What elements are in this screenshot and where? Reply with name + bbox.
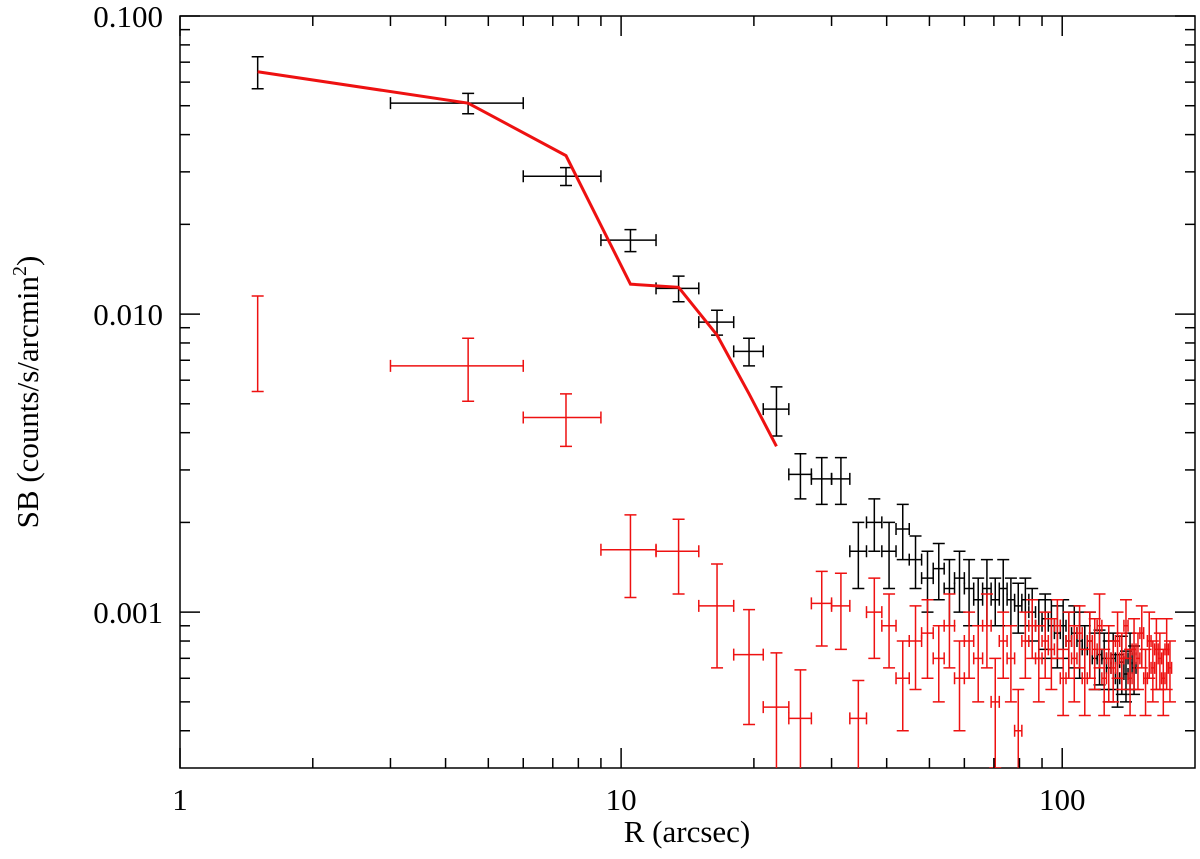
y-error-bar <box>794 452 807 500</box>
y-error-bar <box>1088 618 1101 691</box>
y-error-bar <box>770 386 783 437</box>
y-error-bar <box>1062 611 1075 680</box>
y-error-bar <box>883 593 896 669</box>
y-error-bar <box>1073 605 1086 669</box>
y-error-bar <box>921 599 934 680</box>
y-error-bar <box>943 593 956 669</box>
y-error-bar <box>462 337 475 402</box>
y-error-bar <box>1032 625 1045 703</box>
y-error-bar <box>672 518 685 595</box>
y-error-bar <box>980 593 993 669</box>
series <box>251 55 1141 708</box>
y-error-bar <box>1163 640 1176 703</box>
y-error-bar <box>1012 688 1025 768</box>
x-error-bar <box>522 170 602 183</box>
x-error-bar <box>600 234 657 247</box>
y-error-bar <box>896 503 909 561</box>
y-error-bar <box>770 652 783 768</box>
y-error-bar <box>794 669 807 768</box>
y-error-bar <box>1004 625 1017 703</box>
y-error-bar <box>834 572 847 651</box>
y-error-bar <box>852 521 865 590</box>
y-error-bar <box>1083 611 1096 680</box>
x-error-bar <box>389 359 524 372</box>
y-error-bar <box>1045 618 1058 691</box>
y-error-bar <box>834 456 847 506</box>
y-error-bar <box>711 563 724 669</box>
y-error-bar <box>743 337 756 367</box>
x-error-bar <box>655 545 700 558</box>
y-error-bar <box>953 640 966 732</box>
y-error-bar <box>852 679 865 768</box>
y-error-bar <box>963 611 976 680</box>
y-error-bar <box>997 611 1010 680</box>
y-error-bar <box>624 228 637 253</box>
x-error-bar <box>698 316 735 329</box>
y-error-bar <box>743 608 756 726</box>
y-axis-label: SB (counts/s/arcmin2) <box>9 256 45 529</box>
x-tick-label: 10 <box>606 782 637 817</box>
y-error-bar <box>932 625 945 703</box>
y-error-bar <box>896 640 909 732</box>
y-error-bar <box>1012 582 1025 634</box>
y-axis-label-text: SB (counts/s/arcmin <box>10 276 45 529</box>
y-error-bar <box>1051 599 1064 660</box>
x-error-bar <box>389 97 524 110</box>
plot-frame <box>179 15 1196 769</box>
y-error-bar <box>1068 625 1081 703</box>
y-error-bar <box>868 577 881 660</box>
y-error-bar <box>559 166 572 187</box>
y-error-bar <box>559 393 572 448</box>
x-error-bar <box>522 411 602 424</box>
y-error-bar <box>815 570 828 647</box>
y-error-bar <box>883 521 896 590</box>
y-error-bar <box>989 657 1002 768</box>
y-error-bar <box>932 542 945 601</box>
y-tick-label: 0.100 <box>93 0 163 34</box>
y-error-bar <box>1026 599 1039 660</box>
y-axis-label-close: ) <box>10 256 45 266</box>
y-error-bar <box>815 456 828 506</box>
y-error-bar <box>1039 611 1052 680</box>
y-error-bar <box>624 514 637 599</box>
y-error-bar <box>1157 648 1170 717</box>
y-error-bar <box>909 605 922 691</box>
y-error-bar <box>1019 611 1032 680</box>
y-error-bar <box>868 498 881 553</box>
y-error-bar <box>1078 648 1091 717</box>
series <box>251 295 1176 768</box>
plot-area <box>251 55 1176 768</box>
x-tick-label: 1 <box>172 782 188 817</box>
y-tick-label: 0.010 <box>93 297 163 332</box>
x-error-bar <box>698 599 735 612</box>
y-error-bar <box>251 295 264 393</box>
model-line <box>257 70 778 448</box>
y-tick-label: 0.001 <box>93 595 163 630</box>
y-axis-label-superscript: 2 <box>9 266 31 276</box>
x-error-bar <box>600 543 657 556</box>
x-tick-label: 100 <box>1039 782 1086 817</box>
y-error-bar <box>1057 648 1070 717</box>
x-axis-label: R (arcsec) <box>624 814 751 849</box>
y-error-bar <box>909 535 922 590</box>
